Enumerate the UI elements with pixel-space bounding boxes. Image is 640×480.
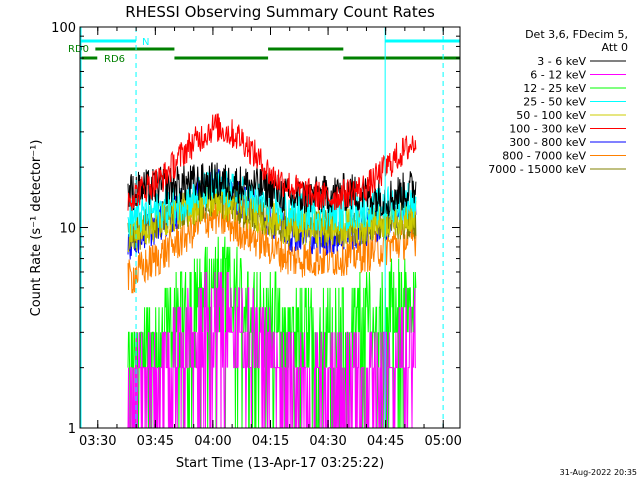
x-tick-label: 03:45 (137, 434, 174, 449)
axis-layer: 03:30 03:45 04:00 04:15 04:30 04:45 05:00 1 10 10… (51, 21, 462, 449)
x-tick-label: 03:30 (79, 434, 116, 449)
flag-label-n: N (142, 37, 149, 48)
x-tick-label: 05:00 (424, 434, 461, 449)
legend-label: 6 - 12 keV (530, 69, 586, 82)
legend-label: 12 - 25 keV (523, 82, 586, 95)
series-12-25-kev (127, 236, 417, 429)
legend-label: 50 - 100 keV (516, 109, 586, 122)
legend-label: 800 - 7000 keV (502, 150, 586, 163)
y-tick-label: 100 (51, 21, 76, 36)
legend-label: 100 - 300 keV (509, 123, 586, 136)
y-tick-label: 10 (59, 222, 76, 237)
x-tick-label: 04:00 (194, 434, 231, 449)
series-line (127, 196, 417, 294)
y-tick-label: 1 (68, 422, 76, 437)
series-line (127, 236, 417, 429)
series-line (127, 113, 417, 211)
series-100-300-kev (127, 113, 417, 211)
series-6-12-kev (127, 271, 416, 429)
x-tick-label: 04:15 (252, 434, 289, 449)
footer-date: 31-Aug-2022 20:35 (560, 468, 637, 477)
series-800-7000-kev (127, 196, 417, 294)
y-axis-label: Count Rate (s⁻¹ detector⁻¹) (29, 140, 44, 317)
flag-label-rd0: RD0 (68, 44, 89, 55)
x-tick-label: 04:30 (309, 434, 346, 449)
chart-title: RHESSI Observing Summary Count Rates (125, 3, 435, 21)
series-line (127, 169, 417, 237)
status-flag-layer: N RD0 RD6 (68, 27, 460, 428)
series-line (127, 271, 416, 429)
legend-label: 7000 - 15000 keV (488, 163, 586, 176)
series-25-50-kev (127, 169, 417, 237)
x-axis-label: Start Time (13-Apr-17 03:25:22) (176, 456, 384, 471)
legend-label: 300 - 800 keV (509, 136, 586, 149)
legend-header-line-1: Det 3,6, FDecim 5, (525, 28, 628, 41)
data-series-layer (127, 113, 417, 429)
legend-header-line-2: Att 0 (602, 41, 628, 54)
flag-label-rd6: RD6 (104, 54, 125, 65)
x-tick-label: 04:45 (367, 434, 404, 449)
legend-label: 3 - 6 keV (537, 55, 586, 68)
legend-label: 25 - 50 keV (523, 96, 586, 109)
